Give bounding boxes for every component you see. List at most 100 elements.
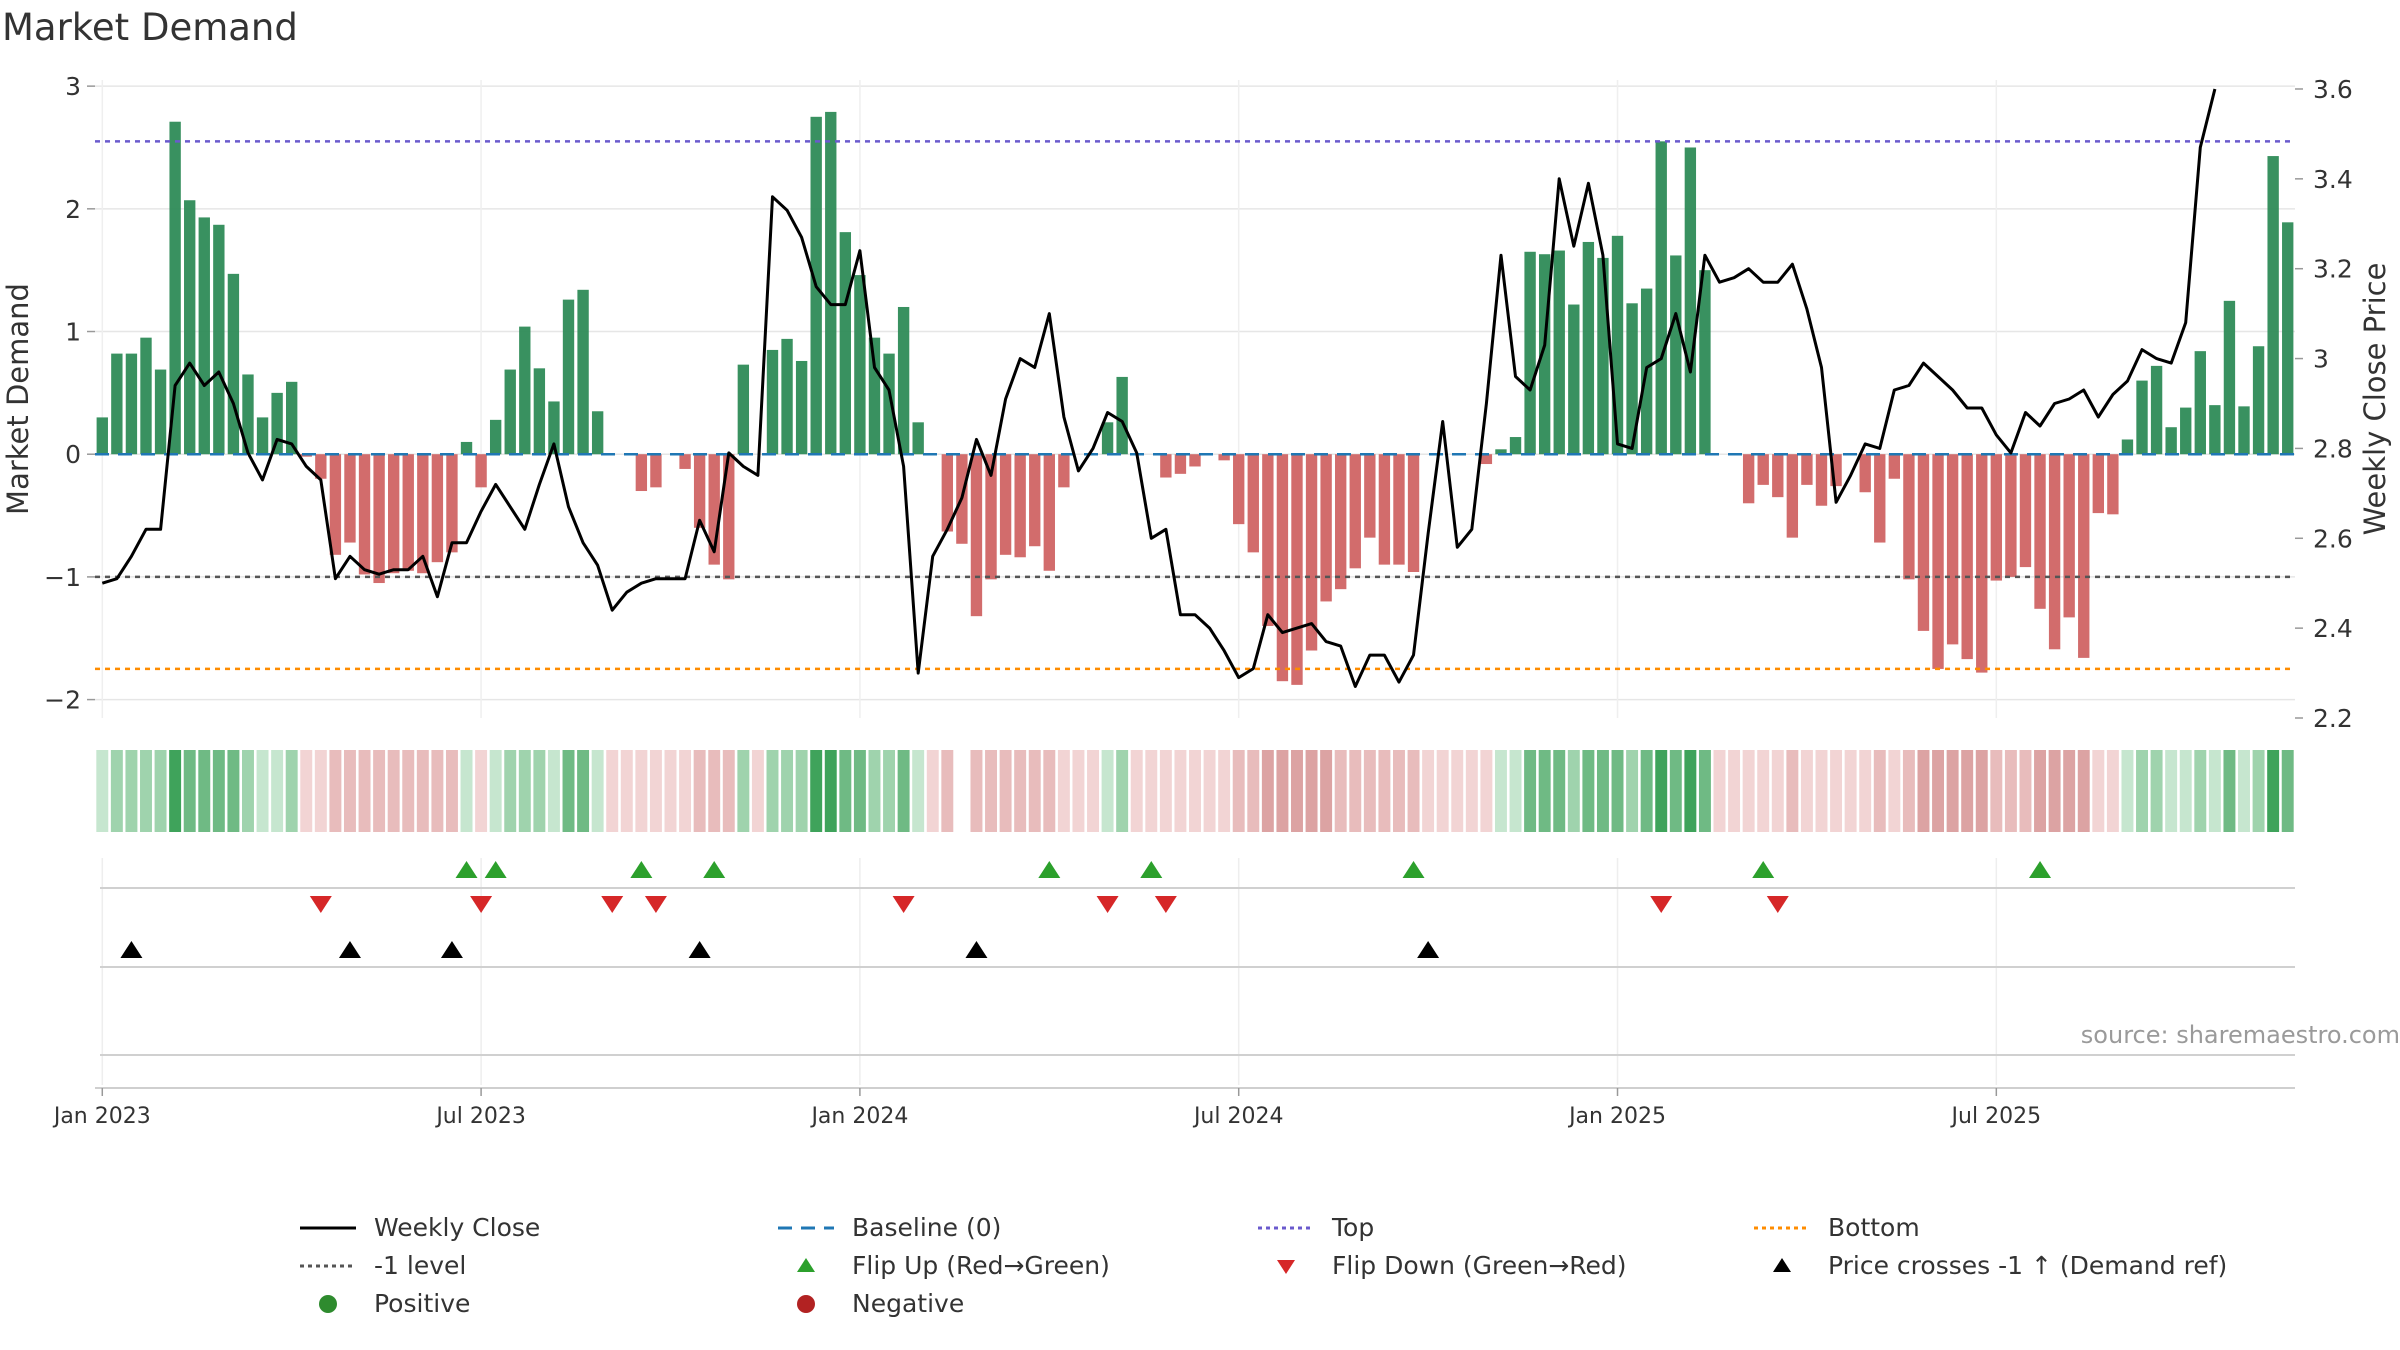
demand-bar (985, 454, 997, 580)
strip-cell (1101, 750, 1114, 832)
strip-cell (1159, 750, 1172, 832)
strip-cell (373, 750, 386, 832)
demand-bar (519, 326, 531, 455)
legend-baseline: Baseline (0) (778, 1213, 1001, 1242)
strip-cell (708, 750, 721, 832)
demand-bar (1801, 454, 1813, 485)
strip-cell (154, 750, 167, 832)
demand-bar (2005, 454, 2017, 577)
demand-bar (1699, 270, 1711, 455)
demand-bar (1276, 454, 1289, 682)
strip-cell (1305, 750, 1318, 832)
strip-cell (2004, 750, 2017, 832)
demand-bar (1160, 454, 1172, 478)
flip-up-marker (1752, 861, 1775, 878)
flip-up-marker (630, 861, 653, 878)
weekly-close-line (101, 88, 2217, 688)
demand-bar (1917, 454, 1930, 631)
demand-bar (1509, 437, 1522, 455)
legend-positive-label: Positive (374, 1289, 471, 1318)
demand-bar (2107, 454, 2119, 515)
demand-bar (1407, 454, 1420, 572)
flip-up-marker (484, 861, 507, 878)
demand-bar (387, 454, 400, 574)
strip-cell (824, 750, 837, 832)
weekly-close-path (101, 88, 2217, 688)
strip-cell (2077, 750, 2090, 832)
strip-cell (751, 750, 764, 832)
demand-bar (2150, 365, 2163, 455)
demand-bar (1495, 449, 1507, 455)
strip-cell (781, 750, 794, 832)
demand-bar (912, 422, 924, 455)
price-cross-marker (965, 941, 988, 958)
demand-bar (198, 217, 210, 455)
strip-cell (1087, 750, 1099, 832)
demand-bar (2034, 454, 2046, 609)
strip-cell (1830, 750, 1843, 832)
legend-negative: Negative (778, 1289, 964, 1318)
demand-bar (329, 454, 342, 555)
demand-bar (140, 337, 152, 455)
legend-minus1: -1 level (300, 1251, 466, 1280)
demand-bar (242, 374, 254, 455)
strip-cell (1902, 750, 1915, 832)
strip-cell (853, 750, 866, 832)
demand-bar (1349, 454, 1361, 569)
reference-lines (95, 140, 2295, 671)
y-tick-label: 3 (65, 72, 81, 101)
demand-bar (1990, 454, 2003, 581)
strip-cell (1786, 750, 1799, 832)
y2-tick-label: 2.6 (2313, 524, 2353, 553)
flip-down-marker (892, 896, 915, 913)
strip-cell (110, 750, 123, 832)
strip-cell (1334, 750, 1347, 832)
strip-cell (2223, 750, 2236, 832)
legend-positive: Positive (300, 1289, 470, 1318)
strip-cell (1247, 750, 1260, 832)
demand-bar (1597, 257, 1609, 455)
demand-bar (1378, 454, 1391, 565)
demand-bar (2223, 300, 2236, 455)
demand-bar (286, 381, 298, 455)
strip-cell (868, 750, 881, 832)
y2-tick-label: 3 (2313, 345, 2329, 374)
demand-bar (184, 200, 196, 455)
strip-cell (810, 750, 823, 832)
strip-cell (358, 750, 371, 832)
source-note: source: sharemaestro.com (2080, 1021, 2400, 1049)
demand-bar (839, 232, 852, 455)
demand-bar (1655, 141, 1667, 455)
price-cross-marker (1417, 941, 1440, 958)
demand-bar (795, 360, 808, 455)
strip-cell (212, 750, 225, 832)
strip-cell (2252, 750, 2265, 832)
demand-bar (941, 454, 953, 532)
flip-up-marker (1402, 861, 1425, 878)
demand-bar (897, 306, 910, 455)
demand-bar (1538, 254, 1551, 455)
demand-bar (1029, 454, 1041, 547)
strip-cell (1961, 750, 1974, 832)
demand-bar (1626, 303, 1638, 455)
demand-bar (2165, 427, 2177, 455)
demand-bar (1393, 454, 1405, 565)
demand-bar (2136, 380, 2148, 455)
strip-cell (1873, 750, 1886, 832)
demand-bar (737, 364, 750, 455)
demand-bar (650, 454, 662, 488)
strip-cell (1436, 750, 1449, 832)
strip-cell (679, 750, 692, 832)
demand-bar (1233, 454, 1245, 525)
legend-baseline-label: Baseline (0) (852, 1213, 1002, 1242)
strip-cell (1057, 750, 1070, 832)
strip-cell (1917, 750, 1930, 832)
strip-cell (2106, 750, 2119, 832)
strip-cell (1276, 750, 1289, 832)
demand-bar (781, 338, 793, 455)
demand-bar (1670, 255, 1682, 455)
strip-cell (125, 750, 138, 832)
strip-cell (1800, 750, 1813, 832)
legend: Weekly Close Baseline (0) Top Bottom -1 … (300, 1213, 2300, 1333)
legend-weekly-close: Weekly Close (300, 1213, 540, 1242)
